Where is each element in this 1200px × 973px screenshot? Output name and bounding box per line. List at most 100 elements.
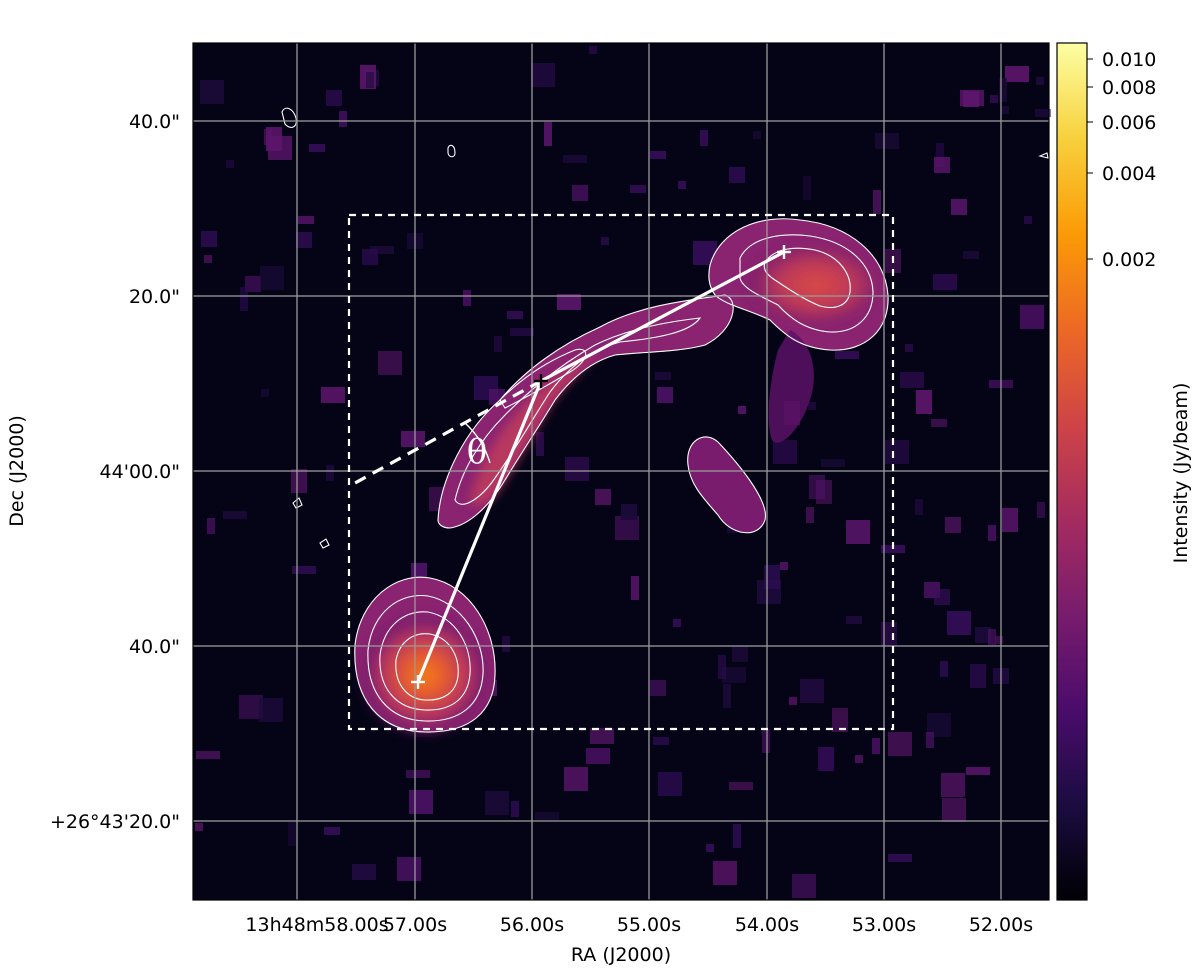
noise-pixel: [657, 387, 673, 403]
noise-pixel: [321, 387, 345, 403]
x-tick-label-5: 53.00s: [852, 914, 916, 936]
line-bend-to-north: [540, 250, 785, 383]
noise-pixel: [309, 144, 325, 152]
noise-pixel: [700, 130, 708, 146]
noise-pixel: [990, 95, 998, 103]
noise-pixel: [970, 664, 986, 688]
noise-pixel: [650, 680, 666, 696]
jet-emission: [438, 295, 734, 528]
noise-pixel: [586, 748, 610, 764]
noise-pixel: [485, 791, 509, 815]
noise-pixel: [732, 646, 748, 662]
y-tick-label-4: 40.0": [129, 111, 180, 133]
noise-pixel: [557, 294, 581, 310]
y-tick-label-1: 40.0": [129, 636, 180, 658]
noise-pixel: [809, 475, 825, 499]
noise-pixel: [1020, 305, 1044, 329]
noise-pixel: [226, 160, 234, 168]
contour-small-4: [319, 538, 330, 549]
noise-pixel: [722, 667, 746, 683]
noise-pixel: [223, 511, 247, 519]
noise-pixel: [655, 372, 671, 380]
noise-pixel: [1001, 106, 1009, 114]
noise-pixel: [800, 679, 824, 703]
noise-pixel: [621, 504, 637, 520]
noise-pixel: [873, 190, 881, 214]
noise-pixel: [988, 525, 996, 541]
noise-pixel: [803, 176, 811, 200]
y-axis-title: Dec (J2000): [6, 415, 28, 527]
y-tick-label-2: 44'00.0": [100, 461, 180, 483]
noise-pixel: [601, 237, 609, 245]
noise-pixel: [378, 351, 402, 375]
contour-isolated: [687, 436, 766, 534]
noise-pixel: [595, 489, 611, 505]
noise-pixel: [792, 874, 816, 898]
noise-pixel: [1037, 502, 1045, 518]
noise-pixel: [572, 185, 588, 201]
image-panel: θ: [192, 42, 1051, 901]
x-tick-label-1: 57.00s: [383, 914, 447, 936]
noise-pixel: [339, 111, 347, 127]
noise-pixel: [401, 431, 425, 447]
noise-pixel: [589, 46, 597, 54]
y-axis-ticks: +26°43'20.0" 40.0" 44'00.0" 20.0" 40.0": [50, 111, 180, 833]
noise-pixel: [729, 782, 753, 790]
noise-pixel: [326, 90, 342, 106]
noise-pixel: [706, 844, 714, 852]
colorbar-tick-label-4: 0.002: [1102, 249, 1156, 271]
noise-pixel: [888, 732, 912, 756]
noise-pixel: [397, 857, 421, 881]
noise-pixel: [259, 698, 283, 722]
noise-pixel: [733, 824, 741, 848]
noise-pixel: [563, 155, 587, 163]
colorbar-tick-label-3: 0.004: [1102, 163, 1156, 185]
theta-label: θ: [467, 432, 487, 472]
noise-pixel: [511, 801, 519, 817]
angle-arc: [464, 422, 491, 464]
noise-pixel: [753, 131, 761, 139]
dashed-extension-line: [354, 379, 542, 485]
noise-pixel: [366, 72, 374, 88]
x-axis-ticks: 13h48m58.00s 57.00s 56.00s 55.00s 54.00s…: [245, 914, 1033, 936]
noise-pixel: [966, 767, 990, 775]
noise-pixel: [658, 772, 682, 796]
noise-pixel: [723, 684, 731, 708]
noise-pixel: [900, 372, 924, 388]
noise-pixel: [362, 249, 378, 265]
noise-pixel: [291, 469, 307, 493]
noise-pixel: [780, 562, 788, 570]
bend-angle-lines: [354, 250, 785, 683]
noise-pixel: [713, 861, 737, 885]
y-tick-label-0: +26°43'20.0": [50, 811, 180, 833]
line-south-to-bend: [416, 380, 543, 683]
noise-pixel: [789, 697, 797, 705]
noise-pixel: [888, 854, 912, 862]
noise-pixel: [960, 90, 984, 106]
colorbar-tick-label-0: 0.010: [1102, 49, 1156, 71]
contour-north-1: [708, 218, 889, 351]
noise-pixel: [260, 266, 284, 290]
x-tick-label-2: 56.00s: [500, 914, 564, 936]
noise-pixel: [245, 276, 261, 292]
plus-markers: [411, 245, 791, 689]
colorbar: 0.010 0.008 0.006 0.004 0.002 Intensity …: [1056, 42, 1192, 901]
noise-pixel: [855, 755, 863, 763]
noise-pixel: [590, 728, 614, 744]
noise-pixel: [565, 457, 589, 481]
noise-pixel: [988, 629, 996, 645]
coordinate-grid: [193, 43, 1049, 900]
noise-pixel: [999, 78, 1007, 102]
noise-pixel: [835, 351, 859, 359]
noise-pixel: [678, 181, 686, 189]
noise-pixel: [494, 336, 502, 352]
dashed-region-box: [347, 213, 895, 731]
contour-small-5: [1038, 152, 1049, 159]
noise-pixel: [872, 738, 880, 754]
noise-pixel: [942, 798, 966, 822]
noise-pixel: [536, 432, 544, 456]
noise-pixel: [916, 390, 932, 414]
noise-pixel: [673, 619, 681, 627]
noise-pixel: [261, 389, 269, 397]
